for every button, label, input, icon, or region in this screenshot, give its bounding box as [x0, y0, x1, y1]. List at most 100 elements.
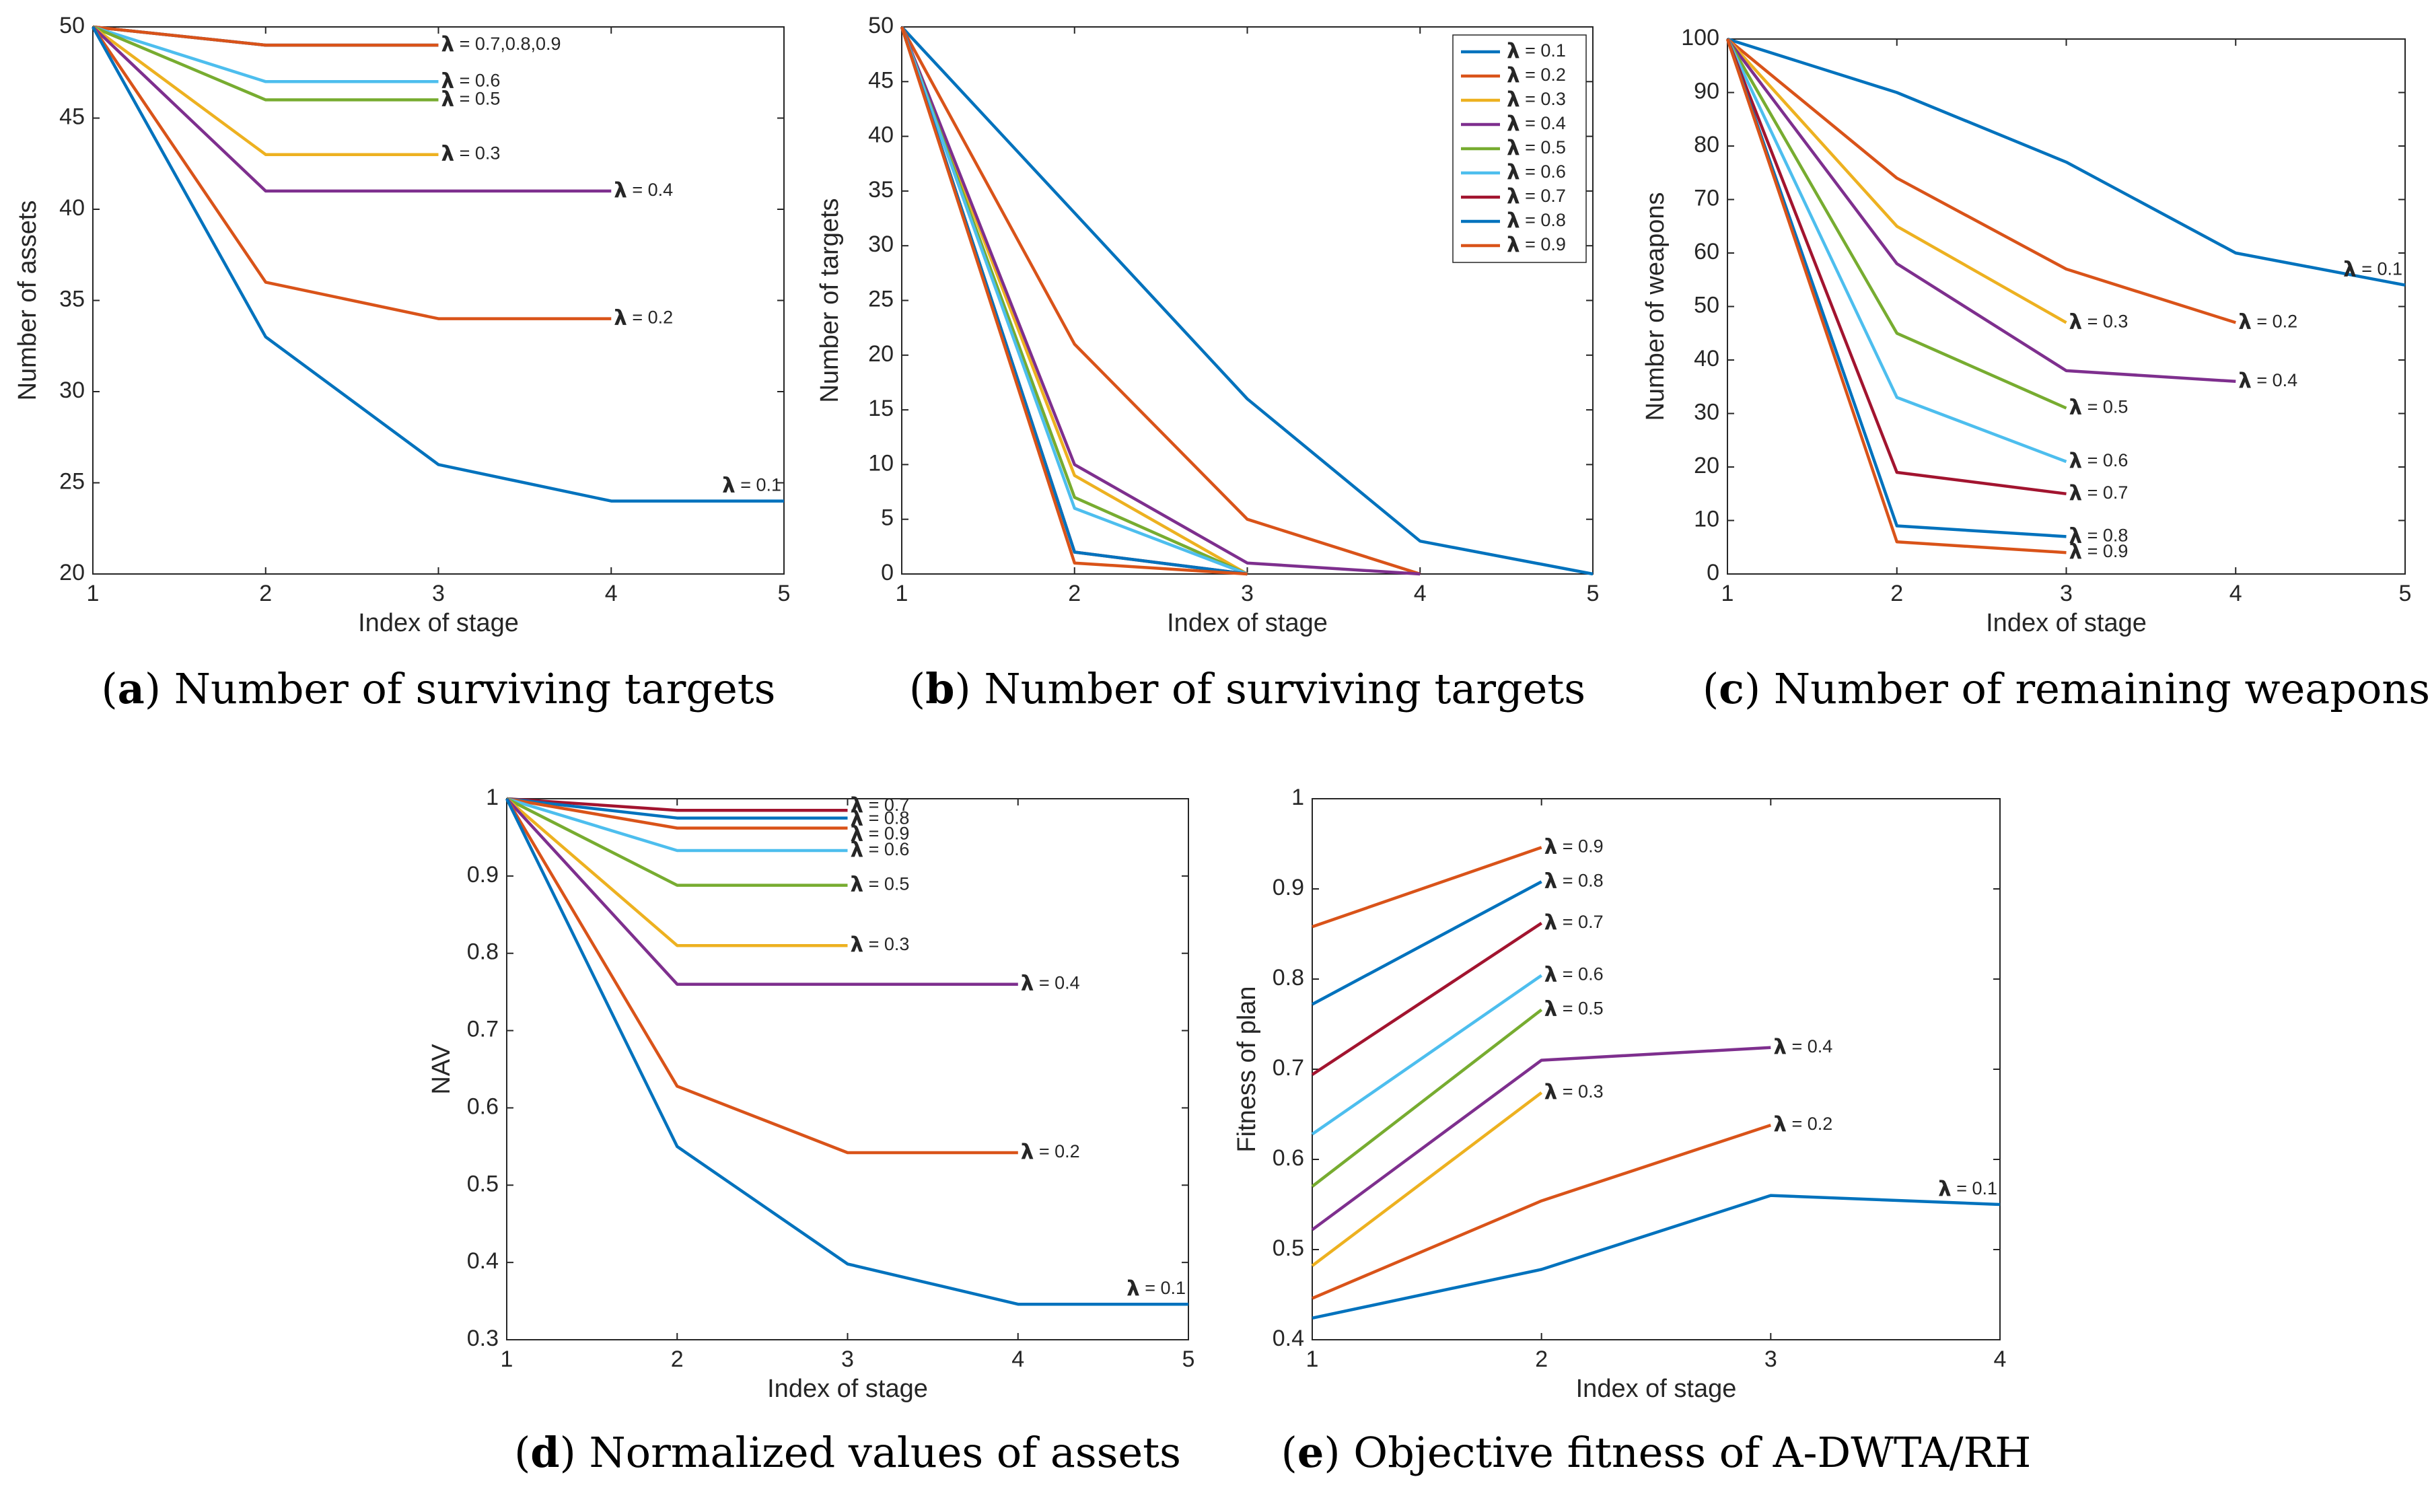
- y-tick-label: 5: [881, 505, 894, 531]
- series-line-lambda-0-5: [92, 25, 439, 102]
- plot-area-c: [1727, 38, 2406, 575]
- series-line-lambda-0-1: [900, 26, 1594, 576]
- y-tick-label: 15: [868, 396, 894, 421]
- series-label-lambda-0-6: λ = 0.6: [851, 837, 910, 861]
- y-tick-label: 45: [868, 67, 894, 93]
- series-label-lambda-0-4: λ = 0.4: [2238, 368, 2297, 392]
- series-label-lambda-0-3: λ = 0.3: [851, 933, 910, 957]
- series-label-lambda-0-1: λ = 0.1: [722, 473, 781, 497]
- series-line-lambda-0-5: [1311, 1008, 1543, 1188]
- series-label-lambda-0-5: λ = 0.5: [851, 872, 910, 896]
- legend-entry-lambda-0-2: λ = 0.2: [1507, 63, 1566, 87]
- y-tick-label: 50: [59, 13, 85, 38]
- series-line-lambda-0-1: [505, 798, 1188, 1306]
- series-label-lambda-0-5: λ = 0.5: [2069, 395, 2129, 419]
- series-line-lambda-0-3: [1726, 38, 2067, 324]
- y-axis-label: Fitness of plan: [1233, 986, 1261, 1152]
- y-tick-label: 35: [868, 177, 894, 203]
- series-line-lambda-0-5: [505, 797, 848, 887]
- series-line-lambda-0-3: [1311, 1091, 1543, 1267]
- series-line-lambda-0-3: [505, 797, 848, 947]
- plot-area-d: [506, 798, 1189, 1340]
- series-line-lambda-0-4: [92, 26, 612, 193]
- series-label-lambda-0-3: λ = 0.3: [2069, 310, 2129, 334]
- y-axis-label: Number of assets: [13, 201, 42, 401]
- y-tick-label: 50: [1694, 292, 1719, 318]
- legend-entry-lambda-0-6: λ = 0.6: [1507, 160, 1566, 184]
- x-tick-label: 5: [778, 581, 791, 606]
- series-line-lambda-0-7: [506, 797, 848, 812]
- y-tick-label: 80: [1694, 132, 1719, 157]
- x-tick-label: 4: [1011, 1346, 1024, 1372]
- legend-entry-lambda-0-5: λ = 0.5: [1507, 136, 1566, 160]
- series-label-lambda-0-7: λ = 0.7: [2069, 480, 2129, 505]
- y-tick-label: 0.5: [1273, 1235, 1304, 1261]
- legend-entry-lambda-0-1: λ = 0.1: [1507, 39, 1566, 63]
- y-tick-label: 10: [868, 450, 894, 476]
- series-label-lambda-0-4: λ = 0.4: [614, 178, 673, 202]
- series-label-lambda-0-7: λ = 0.7: [1544, 910, 1604, 934]
- series-line-lambda-0-9: [1725, 38, 2067, 554]
- series-label-lambda-0-2: λ = 0.2: [1021, 1140, 1080, 1164]
- x-tick-label: 5: [1587, 581, 1600, 606]
- y-tick-label: 0: [1707, 560, 1719, 585]
- series-line-lambda-0-2: [505, 797, 1018, 1155]
- series-line-lambda-0-4: [505, 797, 1018, 986]
- series-line-lambda-0-6: [92, 25, 439, 83]
- x-tick-label: 1: [1306, 1346, 1319, 1372]
- y-tick-label: 45: [59, 104, 85, 129]
- y-tick-label: 90: [1694, 78, 1719, 104]
- series-line-lambda-0-7: [1311, 922, 1542, 1076]
- x-tick-label: 4: [1994, 1346, 2007, 1372]
- legend-entry-lambda-0-9: λ = 0.9: [1507, 233, 1566, 257]
- y-tick-label: 1: [486, 785, 499, 810]
- y-tick-label: 0.5: [467, 1171, 499, 1196]
- series-label-lambda-0-1: λ = 0.1: [1938, 1177, 1997, 1201]
- y-tick-label: 40: [868, 122, 894, 148]
- series-label-lambda-0-7: λ = 0.7: [851, 793, 910, 818]
- y-tick-label: 30: [868, 231, 894, 257]
- plot-area-a: [92, 26, 785, 575]
- y-tick-label: 10: [1694, 506, 1719, 532]
- y-axis-label: Number of targets: [816, 198, 844, 402]
- y-tick-label: 0.4: [1273, 1326, 1304, 1351]
- y-tick-label: 40: [1694, 346, 1719, 371]
- series-label-lambda-0-3: λ = 0.3: [441, 141, 501, 166]
- y-tick-label: 0.6: [467, 1093, 499, 1119]
- series-line-lambda-0-5: [1726, 38, 2067, 410]
- caption-a: (a) Number of surviving targets: [101, 664, 775, 713]
- x-tick-label: 5: [1182, 1346, 1195, 1372]
- series-line-lambda-0-6: [506, 797, 848, 853]
- series-label-lambda-0-6: λ = 0.6: [2069, 449, 2129, 473]
- x-tick-label: 2: [1535, 1346, 1548, 1372]
- series-line-lambda-0-4: [900, 26, 1421, 576]
- series-label-lambda-0-9: λ = 0.9: [1544, 834, 1604, 859]
- x-tick-label: 4: [2229, 581, 2242, 606]
- x-tick-label: 1: [87, 581, 100, 606]
- x-tick-label: 1: [896, 581, 908, 606]
- y-tick-label: 35: [59, 286, 85, 312]
- series-line-lambda-0-8: [1725, 38, 2067, 538]
- y-tick-label: 50: [868, 13, 894, 38]
- x-tick-label: 3: [432, 581, 445, 606]
- y-tick-label: 0.9: [467, 862, 499, 888]
- x-tick-label: 2: [671, 1346, 684, 1372]
- x-axis-label: Index of stage: [767, 1375, 928, 1403]
- series-line-lambda-0-9: [92, 25, 439, 47]
- series-line-lambda-0-4: [1311, 1046, 1771, 1231]
- y-tick-label: 25: [868, 286, 894, 312]
- caption-b: (b) Number of surviving targets: [909, 664, 1585, 713]
- series-line-lambda-0-2: [92, 26, 612, 320]
- y-tick-label: 25: [59, 468, 85, 494]
- series-line-lambda-0-2: [1726, 38, 2236, 324]
- series-line-lambda-0-8: [1311, 880, 1542, 1006]
- series-label-lambda-0-9: λ = 0.9: [851, 822, 910, 846]
- series-label-lambda-0-6: λ = 0.6: [441, 69, 501, 93]
- y-tick-label: 0.9: [1273, 875, 1304, 900]
- y-tick-label: 0.4: [467, 1248, 499, 1274]
- series-label-lambda-0-2: λ = 0.2: [1773, 1112, 1832, 1137]
- y-tick-label: 70: [1694, 185, 1719, 211]
